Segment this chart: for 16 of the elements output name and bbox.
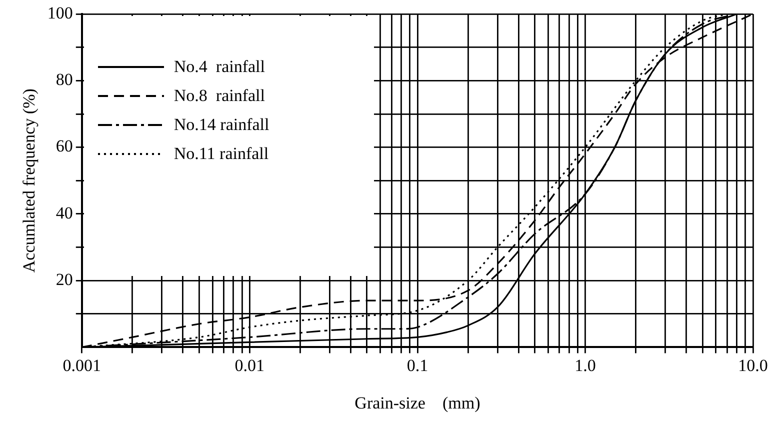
x-tick-label: 0.01 <box>234 356 265 375</box>
y-tick-label: 20 <box>56 270 73 290</box>
y-tick-label: 80 <box>56 70 73 90</box>
legend-label: No.11 rainfall <box>174 144 269 164</box>
legend-label: No.14 rainfall <box>174 114 270 134</box>
y-tick-label: 40 <box>56 203 73 222</box>
x-axis-title: Grain-size (mm) <box>354 393 480 412</box>
x-tick-label: 1.0 <box>574 356 596 375</box>
x-tick-label: 0.1 <box>406 356 428 375</box>
x-tick-label: 10.0 <box>738 356 768 375</box>
y-axis-title: Accumlated frequency (%) <box>20 88 39 273</box>
y-tick-label: 60 <box>56 136 73 156</box>
y-tick-label: 100 <box>47 3 73 22</box>
legend-label: No.8 rainfall <box>174 86 265 106</box>
x-tick-label: 0.001 <box>62 356 102 375</box>
legend-label: No.4 rainfall <box>174 56 265 76</box>
